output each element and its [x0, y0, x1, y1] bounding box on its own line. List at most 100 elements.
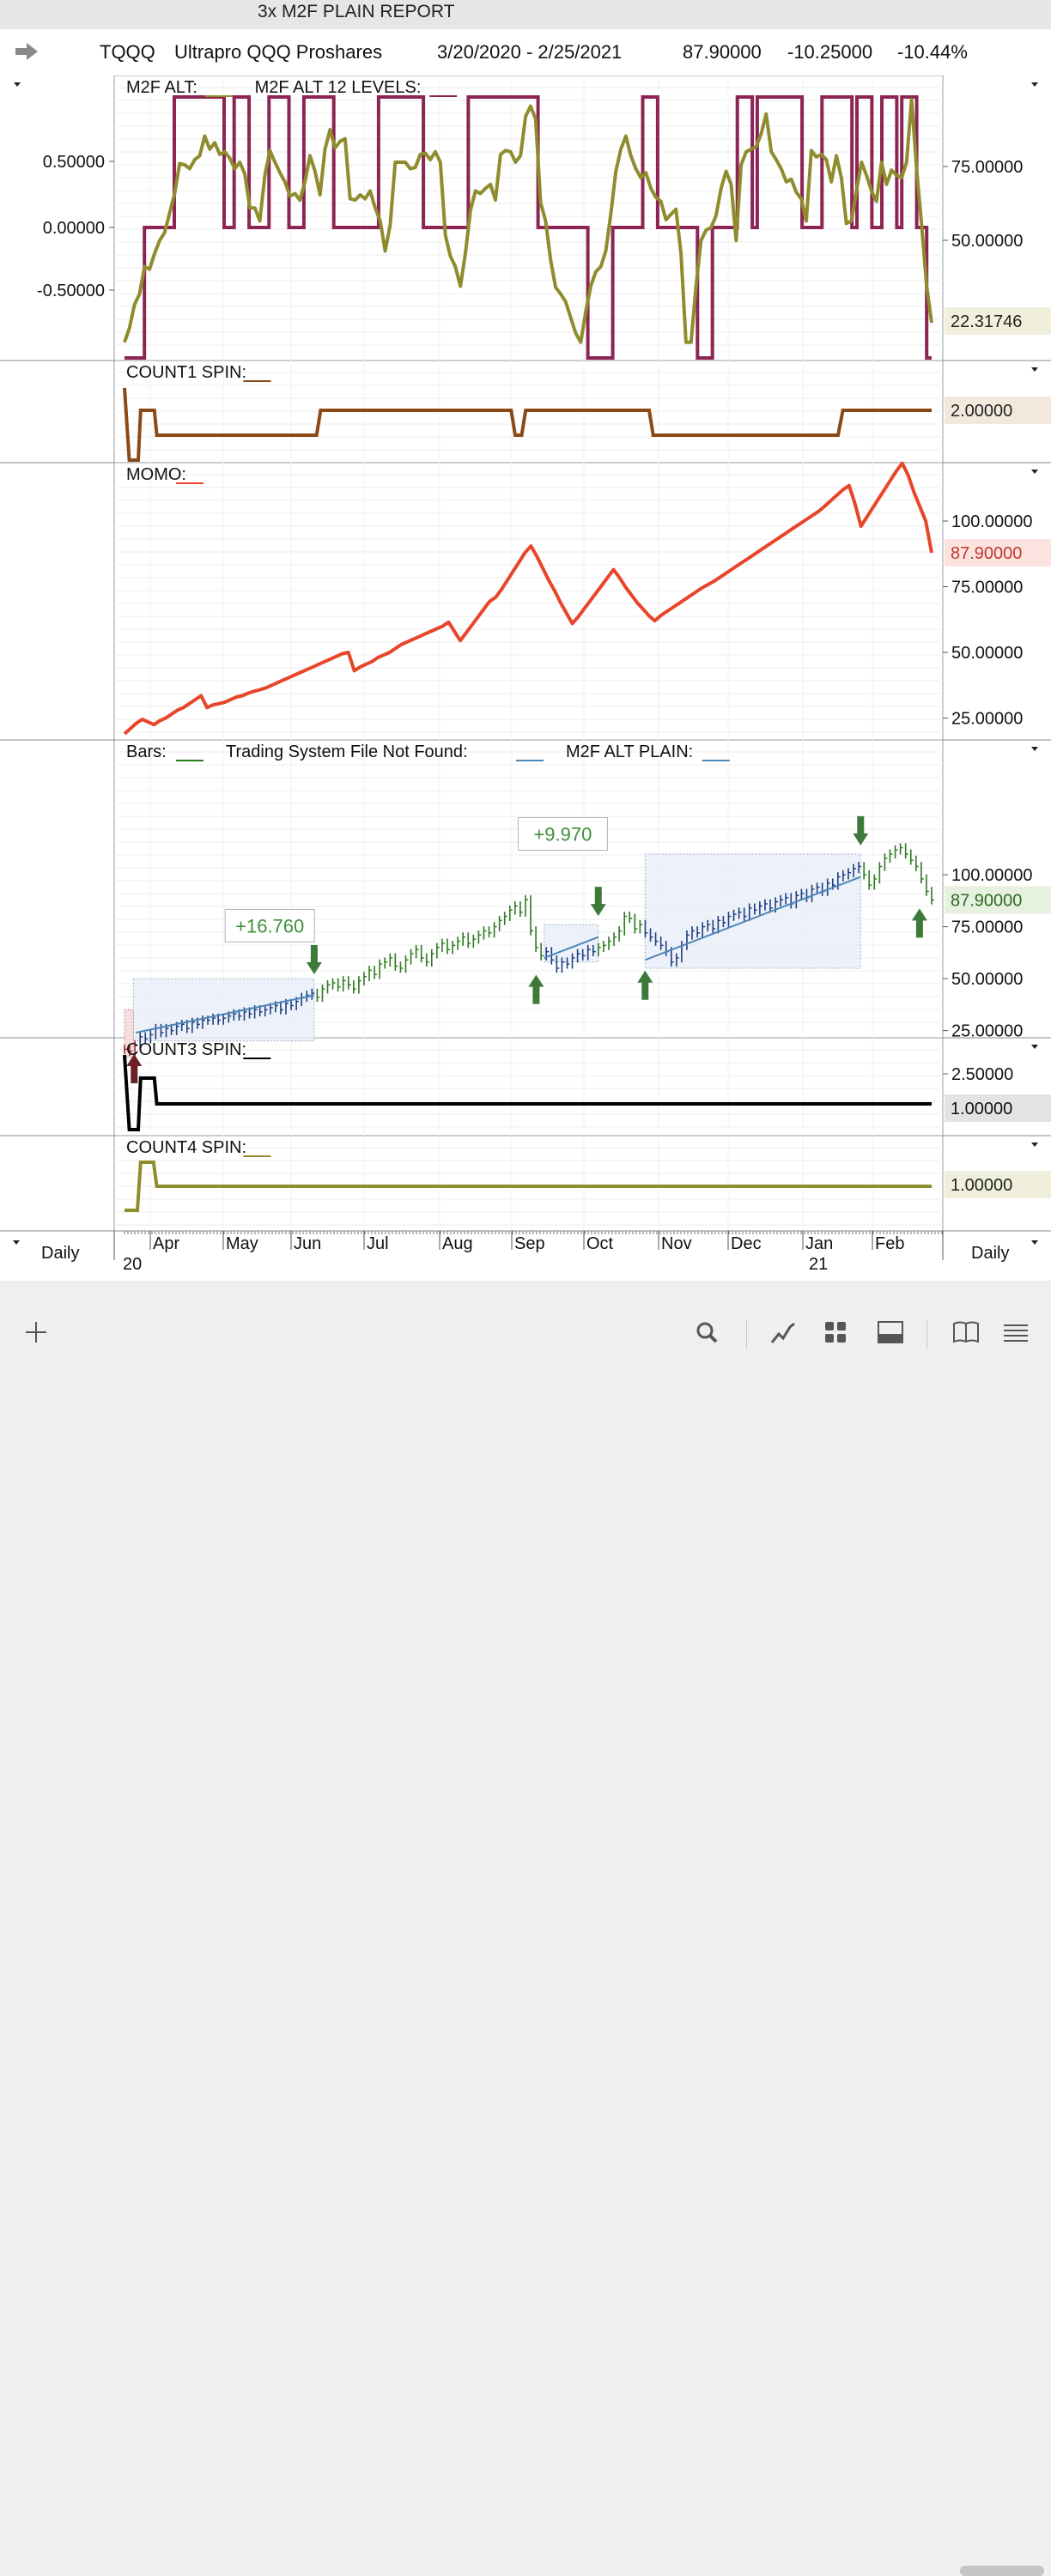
last-value-badge — [945, 539, 1051, 567]
panel-frame — [113, 462, 944, 741]
line-chart-icon[interactable] — [767, 1315, 801, 1349]
price-bars — [124, 843, 934, 1057]
timeframe-right-label: Daily — [971, 1244, 1009, 1263]
m2f-alt-plain-line — [644, 876, 861, 961]
toolbar-separator — [926, 1320, 927, 1349]
window-title-bar: 3x M2F PLAIN REPORT — [0, 0, 1051, 30]
chevron-down-icon[interactable] — [1031, 367, 1038, 372]
momo-line — [123, 461, 933, 736]
legend-label: M2F ALT: — [126, 78, 197, 97]
y-tick-label: 25.00000 — [951, 1022, 1023, 1041]
last-value-badge — [945, 307, 1051, 335]
symbol-name: Ultrapro QQQ Proshares — [174, 41, 383, 63]
book-icon[interactable] — [949, 1315, 983, 1349]
y-tick-label: 75.00000 — [951, 158, 1023, 177]
panel-frame — [113, 76, 944, 361]
y-tick-label: 100.00000 — [951, 512, 1033, 531]
legend-label: Bars: — [126, 742, 167, 761]
legend-label: COUNT3 SPIN: — [126, 1040, 246, 1059]
right-axis-column — [943, 76, 1051, 1281]
x-year-label: 21 — [809, 1255, 828, 1274]
trade-result-box — [224, 908, 315, 943]
chevron-down-icon[interactable] — [1031, 747, 1038, 751]
x-tick-label: May — [226, 1234, 258, 1253]
m2f-alt-plain-line — [544, 936, 599, 959]
y-tick-label: 0.50000 — [43, 153, 105, 172]
trade-range-box — [644, 853, 861, 969]
x-tick-label: Apr — [153, 1234, 179, 1253]
chevron-down-icon[interactable] — [1031, 470, 1038, 474]
last-value-badge — [945, 886, 1051, 914]
price-change: -10.25000 — [787, 41, 873, 63]
m2f-alt-line — [123, 98, 933, 344]
price-change-percent: -10.44% — [897, 41, 968, 63]
arrow-right-icon[interactable] — [14, 41, 39, 62]
chevron-down-icon[interactable] — [13, 1240, 20, 1245]
buy-signal-arrow-icon — [528, 974, 544, 1004]
toolbar-separator — [746, 1320, 747, 1349]
count4-spin-line — [125, 1161, 932, 1212]
trade-result-box — [517, 817, 608, 851]
x-tick-label: Feb — [875, 1234, 904, 1253]
last-value-badge — [945, 397, 1051, 424]
x-year-label: 20 — [123, 1255, 142, 1274]
m2f-alt-series — [123, 98, 933, 344]
sell-signal-arrow-icon — [590, 887, 606, 917]
menu-icon[interactable] — [999, 1315, 1033, 1349]
last-value-label: 87.90000 — [951, 544, 1022, 563]
last-value-badge — [945, 1094, 1051, 1122]
m2f-alt-levels-line — [125, 95, 932, 360]
count1-spin-line — [123, 387, 932, 462]
trade-range-box — [124, 1009, 134, 1058]
last-price: 87.90000 — [683, 41, 762, 63]
legend-label: M2F ALT PLAIN: — [566, 742, 693, 761]
y-tick-label: 0.00000 — [43, 219, 105, 238]
chevron-down-icon[interactable] — [14, 82, 21, 87]
timeframe-left-label: Daily — [41, 1244, 79, 1263]
left-axis-column — [0, 76, 114, 1281]
last-value-badge — [945, 1171, 1051, 1198]
trade-range-box — [544, 924, 599, 963]
x-tick-label: Aug — [442, 1234, 473, 1253]
horizontal-scrollbar[interactable] — [960, 2566, 1044, 2576]
x-tick-label: Oct — [586, 1234, 614, 1253]
chevron-down-icon[interactable] — [1031, 1045, 1038, 1049]
symbol-ticker[interactable]: TQQQ — [100, 41, 155, 63]
y-tick-label: 25.00000 — [951, 710, 1023, 729]
chevron-down-icon[interactable] — [1031, 1240, 1038, 1245]
chevron-down-icon[interactable] — [1031, 82, 1038, 87]
last-value-label: 1.00000 — [951, 1176, 1012, 1195]
window-title: 3x M2F PLAIN REPORT — [258, 2, 455, 21]
panel-frame — [113, 1135, 944, 1232]
search-icon[interactable] — [690, 1315, 724, 1349]
legend-label: COUNT4 SPIN: — [126, 1138, 246, 1157]
grid-icon[interactable] — [818, 1315, 853, 1349]
y-tick-label: 75.00000 — [951, 918, 1023, 937]
buy-signal-arrow-icon — [911, 908, 927, 938]
buy-signal-arrow-icon — [126, 1053, 143, 1083]
last-value-label: 22.31746 — [951, 312, 1022, 331]
chevron-down-icon[interactable] — [1031, 1143, 1038, 1147]
trade-result-label: +16.760 — [235, 915, 304, 936]
trade-range-box — [132, 978, 315, 1042]
x-tick-label: Nov — [661, 1234, 692, 1253]
x-tick-label: Sep — [514, 1234, 545, 1253]
add-icon[interactable] — [19, 1315, 53, 1349]
y-tick-label: 2.50000 — [951, 1065, 1013, 1084]
panel-icon[interactable] — [873, 1315, 908, 1349]
last-value-label: 87.90000 — [951, 891, 1022, 910]
y-tick-label: 100.00000 — [951, 866, 1033, 885]
x-tick-label: Jun — [294, 1234, 321, 1253]
y-tick-label: -0.50000 — [37, 282, 105, 300]
legend-label: M2F ALT 12 LEVELS: — [255, 78, 422, 97]
legend-label: COUNT1 SPIN: — [126, 363, 246, 382]
x-tick-label: Jan — [805, 1234, 833, 1253]
m2f-alt-plain-line — [135, 994, 315, 1033]
date-range: 3/20/2020 - 2/25/2021 — [437, 41, 623, 63]
y-tick-label: 50.00000 — [951, 644, 1023, 663]
chart-area[interactable]: M2F ALT: M2F ALT 12 LEVELS: 0.50000 0.00000… — [0, 76, 1051, 1281]
buy-signal-arrow-icon — [637, 970, 653, 1000]
x-axis-strip — [0, 1231, 1051, 1281]
legend-label: MOMO: — [126, 465, 186, 484]
x-tick-label: Jul — [367, 1234, 389, 1253]
